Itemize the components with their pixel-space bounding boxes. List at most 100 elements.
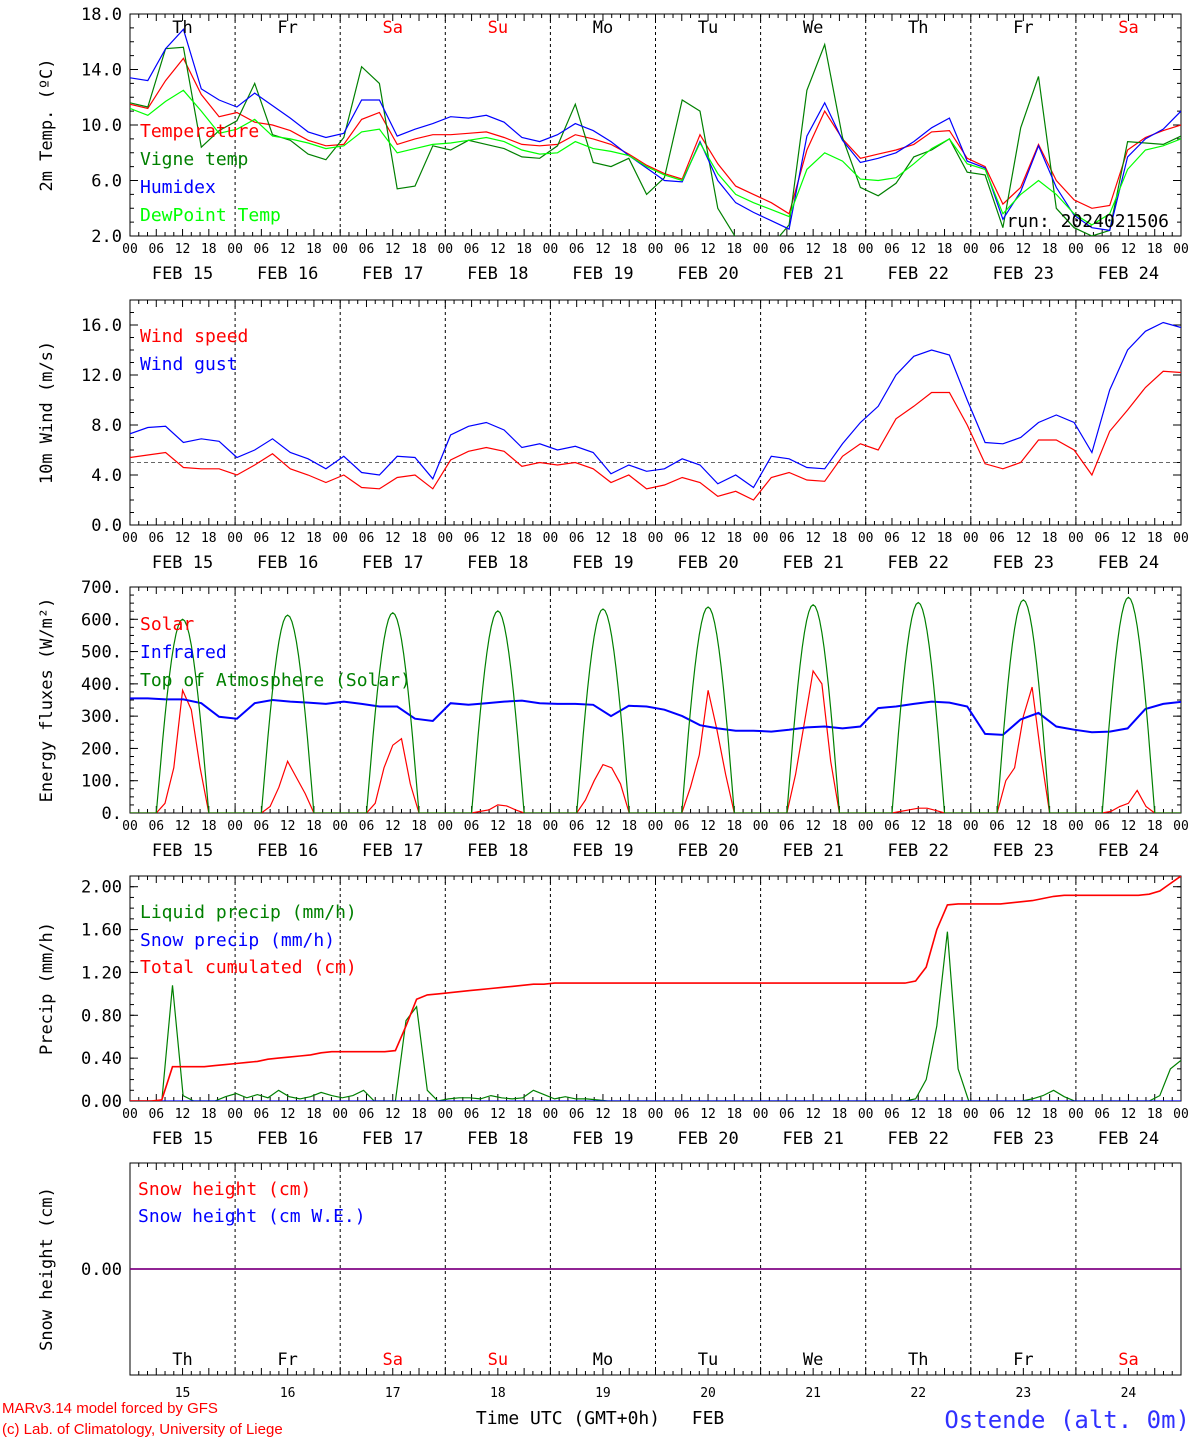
weekday-label: We xyxy=(803,18,823,38)
y-tick-label: 2.00 xyxy=(81,878,122,898)
date-label: FEB 20 xyxy=(677,1129,738,1149)
y-tick-label: 10.0 xyxy=(81,116,122,136)
date-label: FEB 19 xyxy=(572,553,633,573)
hour-label: 00 xyxy=(648,531,664,546)
legend-entry: Vigne temp xyxy=(140,149,248,170)
hour-label: 18 xyxy=(1147,1107,1163,1122)
date-label: FEB 17 xyxy=(362,553,423,573)
weekday-label-bottom: Fr xyxy=(277,1350,297,1370)
hour-label: 00 xyxy=(227,531,243,546)
hour-label: 06 xyxy=(359,819,375,834)
y-tick-label: 1.20 xyxy=(81,963,122,983)
date-label: FEB 20 xyxy=(677,553,738,573)
hour-label: 00 xyxy=(543,819,559,834)
hour-label: 12 xyxy=(700,819,716,834)
legend-entry: Snow precip (mm/h) xyxy=(140,930,335,951)
hour-label: 12 xyxy=(490,531,506,546)
hour-label: 12 xyxy=(1016,819,1032,834)
hour-label: 00 xyxy=(1173,1107,1189,1122)
y-tick-label: 0.0 xyxy=(91,516,122,536)
date-label: FEB 19 xyxy=(572,264,633,284)
hour-label: 06 xyxy=(254,531,270,546)
hour-label: 00 xyxy=(543,531,559,546)
hour-label: 12 xyxy=(175,1107,191,1122)
hour-label: 06 xyxy=(359,531,375,546)
hour-label: 12 xyxy=(280,531,296,546)
hour-label: 00 xyxy=(1068,1107,1084,1122)
y-axis-label: Energy fluxes (W/m²) xyxy=(37,598,57,803)
y-tick-label: 18.0 xyxy=(81,5,122,25)
hour-label: 12 xyxy=(385,1107,401,1122)
hour-label: 06 xyxy=(674,242,690,257)
date-label: FEB 20 xyxy=(677,264,738,284)
date-label: FEB 22 xyxy=(888,553,949,573)
date-label: FEB 17 xyxy=(362,841,423,861)
date-label: FEB 16 xyxy=(257,1129,318,1149)
legend-entry: Infrared xyxy=(140,642,227,663)
y-tick-label: 100. xyxy=(81,772,122,792)
y-tick-label: 500. xyxy=(81,643,122,663)
legend-entry: Top of Atmosphere (Solar) xyxy=(140,670,411,691)
hour-label: 12 xyxy=(1121,1107,1137,1122)
hour-label: 12 xyxy=(805,1107,821,1122)
panel-temp: 2.0 6.0 10.0 14.0 18.0 2m Temp. (ºC) 00 06 12 18 0… xyxy=(37,5,1189,284)
hour-label: 00 xyxy=(1068,531,1084,546)
date-label: FEB 16 xyxy=(257,841,318,861)
hour-label: 18 xyxy=(201,531,217,546)
hour-label: 06 xyxy=(569,1107,585,1122)
y-tick-label: 0.80 xyxy=(81,1006,122,1026)
day-number-label: 17 xyxy=(385,1386,401,1401)
hour-label: 06 xyxy=(254,242,270,257)
weekday-label-bottom: Sa xyxy=(1118,1350,1138,1370)
date-label: FEB 15 xyxy=(152,553,213,573)
date-label: FEB 16 xyxy=(257,553,318,573)
hour-label: 06 xyxy=(148,1107,164,1122)
hour-label: 12 xyxy=(280,819,296,834)
date-label: FEB 19 xyxy=(572,841,633,861)
hour-label: 12 xyxy=(700,1107,716,1122)
hour-label: 12 xyxy=(280,1107,296,1122)
hour-label: 00 xyxy=(753,1107,769,1122)
hour-label: 00 xyxy=(963,242,979,257)
hour-label: 06 xyxy=(569,819,585,834)
hour-label: 06 xyxy=(1094,1107,1110,1122)
hour-label: 00 xyxy=(543,242,559,257)
y-tick-label: 200. xyxy=(81,739,122,759)
month-label: FEB xyxy=(692,1408,725,1429)
hour-label: 18 xyxy=(306,242,322,257)
hour-label: 18 xyxy=(411,819,427,834)
hour-label: 00 xyxy=(753,531,769,546)
hour-label: 06 xyxy=(569,242,585,257)
hour-label: 18 xyxy=(937,531,953,546)
date-label: FEB 17 xyxy=(362,264,423,284)
date-label: FEB 22 xyxy=(888,1129,949,1149)
y-tick-label: 12.0 xyxy=(81,366,122,386)
hour-label: 12 xyxy=(805,819,821,834)
hour-label: 06 xyxy=(884,1107,900,1122)
hour-label: 18 xyxy=(1042,531,1058,546)
weekday-label: Sa xyxy=(1118,18,1138,38)
hour-label: 00 xyxy=(227,242,243,257)
hour-label: 12 xyxy=(1016,1107,1032,1122)
date-label: FEB 15 xyxy=(152,1129,213,1149)
hour-label: 18 xyxy=(516,1107,532,1122)
hour-label: 06 xyxy=(464,819,480,834)
weekday-label: Tu xyxy=(698,18,718,38)
hour-label: 00 xyxy=(963,1107,979,1122)
hour-label: 00 xyxy=(648,819,664,834)
hour-label: 18 xyxy=(201,1107,217,1122)
hour-label: 00 xyxy=(1068,819,1084,834)
hour-label: 12 xyxy=(805,242,821,257)
date-label: FEB 23 xyxy=(993,841,1054,861)
hour-label: 06 xyxy=(779,242,795,257)
hour-label: 12 xyxy=(175,242,191,257)
date-label: FEB 20 xyxy=(677,841,738,861)
hour-label: 06 xyxy=(779,531,795,546)
weekday-label: Th xyxy=(172,18,192,38)
date-label: FEB 18 xyxy=(467,553,528,573)
hour-label: 18 xyxy=(306,1107,322,1122)
y-tick-label: 4.0 xyxy=(91,466,122,486)
hour-label: 18 xyxy=(516,242,532,257)
date-label: FEB 18 xyxy=(467,264,528,284)
date-label: FEB 15 xyxy=(152,841,213,861)
